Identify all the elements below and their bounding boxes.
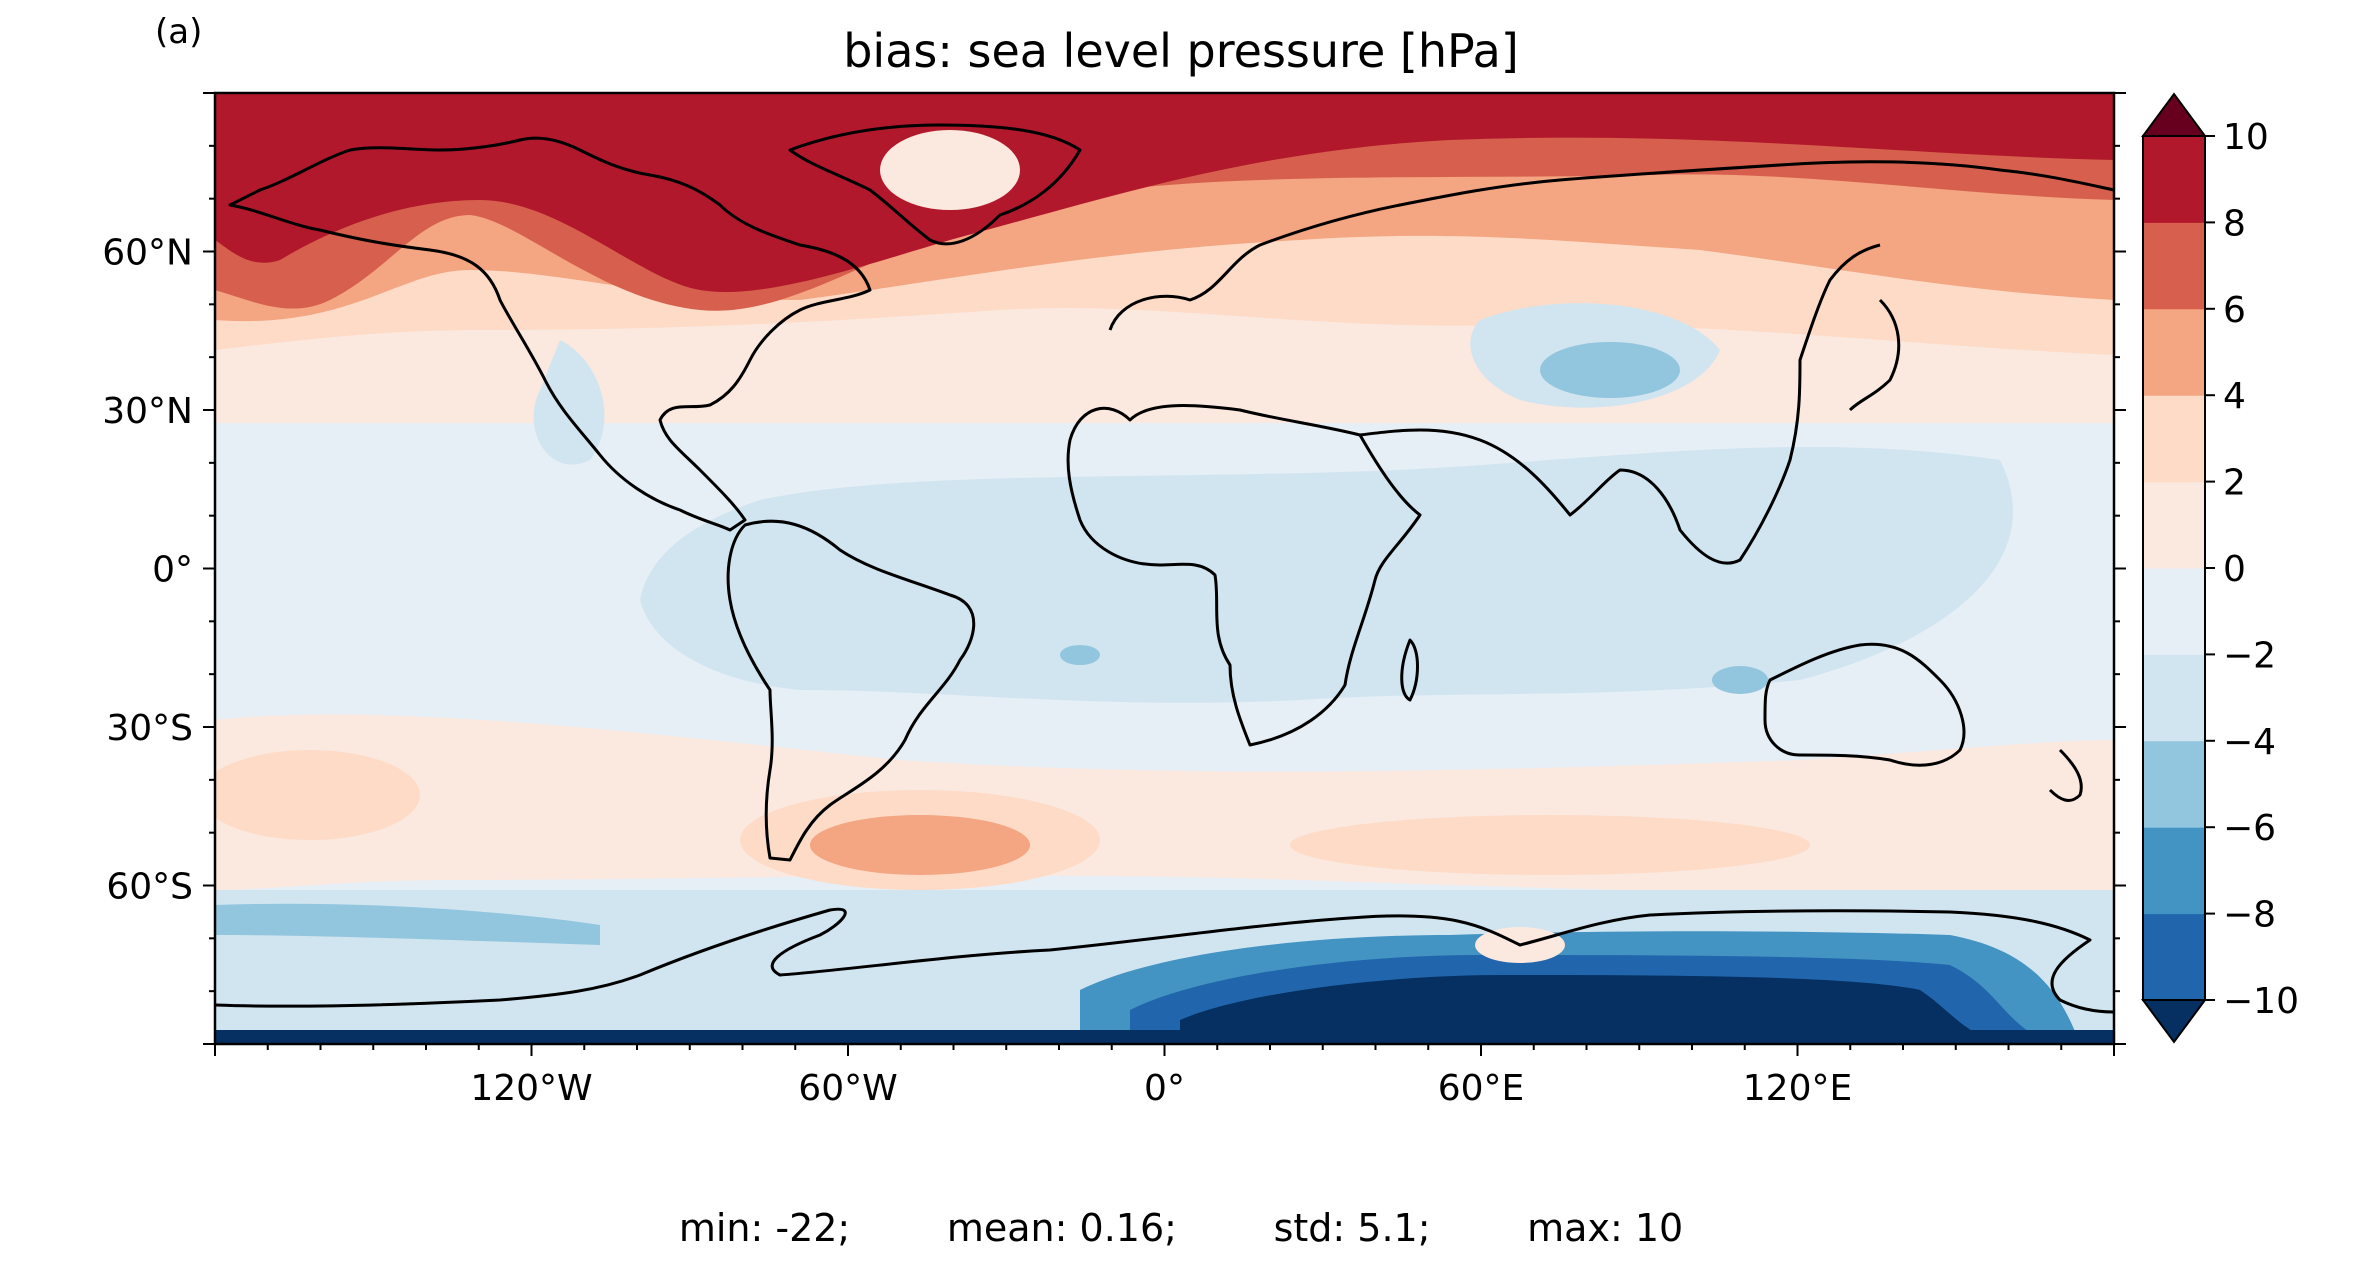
lon-tick-label: 60°W: [798, 1068, 897, 1109]
lat-tick-label: 60°N: [102, 233, 193, 274]
colorbar-tick-label: 6: [2223, 290, 2246, 331]
lat-tick-label: 60°S: [106, 867, 193, 908]
field-band-neg4-neg2-s-pacific: [215, 903, 600, 945]
coastline-eurasia-africa: [1066, 404, 1422, 747]
field-band-neg4-neg2-australia: [1712, 666, 1768, 694]
lon-tick-label: 120°W: [470, 1068, 592, 1109]
field-band-neg4-neg2-tibet: [1540, 342, 1680, 398]
coastline-south-america: [726, 519, 976, 862]
coastline-australia: [1763, 642, 1966, 767]
coastline-greenland: [788, 123, 1082, 246]
pressure-bias-field: [215, 93, 2114, 1044]
field-south-pole-edge: [215, 1030, 2114, 1044]
colorbar-bin: [2143, 827, 2205, 915]
stats-line: min: -22; mean: 0.16; std: 5.1; max: 10: [0, 1206, 2362, 1250]
colorbar-bin: [2143, 654, 2205, 742]
coastline-japan: [1848, 298, 1901, 412]
coastline-antarctica: [215, 907, 2114, 1014]
colorbar: −10 −8 −6 −4 −2 0 2 4 6 8 10: [2141, 92, 2299, 1044]
colorbar-bin: [2143, 481, 2205, 569]
lat-axis: 60°N 30°N 0° 30°S 60°S: [102, 92, 2126, 1045]
colorbar-bin: [2143, 568, 2205, 655]
colorbar-tick-label: −10: [2223, 981, 2299, 1022]
colorbar-tick-label: 4: [2223, 376, 2246, 417]
field-band-4-6-s-atlantic: [810, 815, 1030, 875]
field-band-8-10-north: [215, 93, 2114, 292]
colorbar-extend-max: [2141, 92, 2207, 137]
lon-tick-label: 120°E: [1743, 1068, 1852, 1109]
coastline-asia-south: [1359, 243, 1881, 565]
field-band-neg4-neg2-atlantic: [1060, 645, 1100, 665]
panel-label: (a): [155, 12, 203, 52]
lat-tick-label: 30°S: [106, 708, 193, 749]
field-band-2-4-s-indian: [1290, 815, 1810, 875]
stat-mean: mean: 0.16;: [946, 1206, 1177, 1250]
field-band-neg2-0-n-america: [533, 340, 605, 465]
colorbar-bin: [2143, 136, 2205, 223]
colorbar-bin: [2143, 395, 2205, 483]
lon-tick-label: 60°E: [1438, 1068, 1525, 1109]
colorbar-tick-label: −6: [2223, 808, 2276, 849]
field-band-2-4-s-pacific: [215, 750, 420, 840]
colorbar-bin: [2143, 740, 2205, 828]
colorbar-tick-label: 8: [2223, 203, 2246, 244]
colorbar-tick-label: −2: [2223, 635, 2276, 676]
coastline-north-america: [228, 136, 872, 532]
coastlines: [215, 123, 2114, 1014]
field-band-neg10-antarctica: [1180, 975, 2000, 1044]
colorbar-tick-label: −4: [2223, 722, 2276, 763]
field-greenland-low: [880, 130, 1020, 210]
lon-axis: 120°W 60°W 0° 60°E 120°E: [214, 1044, 2115, 1109]
stat-max: max: 10: [1527, 1206, 1684, 1250]
coastline-madagascar: [1400, 638, 1419, 702]
colorbar-bin: [2143, 308, 2205, 396]
map-title: bias: sea level pressure [hPa]: [843, 24, 1519, 78]
colorbar-bin: [2143, 913, 2205, 1001]
colorbar-tick-label: 10: [2223, 117, 2269, 158]
stat-std: std: 5.1;: [1273, 1206, 1431, 1250]
lat-tick-label: 0°: [152, 550, 193, 591]
colorbar-tick-label: 0: [2223, 549, 2246, 590]
colorbar-tick-label: −8: [2223, 895, 2276, 936]
colorbar-extend-min: [2141, 999, 2207, 1044]
coastline-new-zealand: [2048, 748, 2083, 802]
lat-tick-label: 30°N: [102, 391, 193, 432]
colorbar-tick-label: 2: [2223, 463, 2246, 504]
lon-tick-label: 0°: [1144, 1068, 1185, 1109]
colorbar-bin: [2143, 222, 2205, 310]
coastline-eurasia-north: [1108, 160, 2114, 331]
field-band-neg2-0-tropics: [640, 447, 2014, 703]
stat-min: min: -22;: [678, 1206, 851, 1250]
